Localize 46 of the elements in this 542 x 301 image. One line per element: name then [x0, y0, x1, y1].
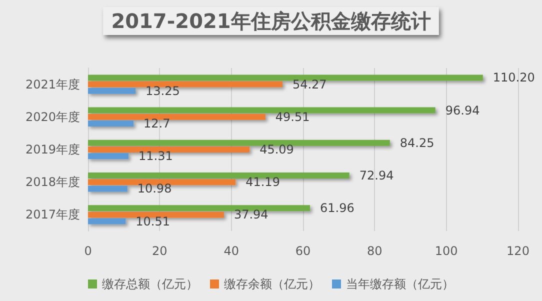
data-label: 54.27: [292, 77, 327, 92]
y-tick-label: 2020年度: [25, 110, 80, 124]
data-label: 49.51: [275, 110, 310, 124]
x-tick-label: 60: [295, 244, 311, 258]
bar: [88, 88, 136, 94]
bar: [88, 140, 390, 146]
bar: [88, 218, 126, 224]
legend-label: 当年缴存额（亿元）: [346, 277, 454, 291]
bar: [88, 186, 128, 192]
bar: [88, 107, 436, 114]
bar: [88, 153, 129, 160]
data-label: 11.31: [138, 149, 173, 164]
y-tick-label: 2018年度: [25, 175, 80, 190]
data-label: 12.7: [144, 116, 170, 130]
x-tick-label: 0: [84, 244, 92, 258]
data-label: 10.51: [136, 214, 170, 228]
data-label: 45.09: [260, 142, 294, 156]
x-tick-label: 20: [152, 244, 168, 258]
y-tick-label: 2021年度: [25, 77, 80, 92]
chart-title: 2017-2021年住房公积金缴存统计: [111, 9, 431, 33]
bar: [88, 205, 310, 212]
bar: [88, 179, 236, 186]
bar: [88, 172, 350, 178]
data-label: 110.20: [492, 70, 535, 85]
legend-label: 缴存总额（亿元）: [102, 277, 198, 291]
data-label: 41.19: [246, 175, 280, 190]
bar: [88, 120, 134, 126]
x-tick-label: 100: [434, 244, 458, 258]
x-tick-label: 40: [224, 244, 239, 258]
bar: [88, 114, 266, 120]
bar: [88, 81, 282, 88]
data-label: 84.25: [400, 136, 434, 150]
x-tick-label: 80: [367, 244, 382, 258]
bar: [88, 212, 224, 218]
legend-label: 缴存余额（亿元）: [224, 277, 320, 291]
y-tick-label: 2017年度: [25, 208, 80, 222]
data-label: 13.25: [145, 84, 180, 98]
x-tick-label: 120: [506, 244, 530, 258]
y-tick-label: 2019年度: [25, 142, 80, 156]
data-label: 72.94: [359, 168, 394, 182]
data-label: 96.94: [445, 103, 480, 118]
bar: [88, 146, 250, 152]
data-label: 10.98: [137, 182, 172, 196]
data-label: 37.94: [234, 208, 268, 222]
data-label: 61.96: [320, 201, 354, 216]
bar: [88, 74, 483, 81]
